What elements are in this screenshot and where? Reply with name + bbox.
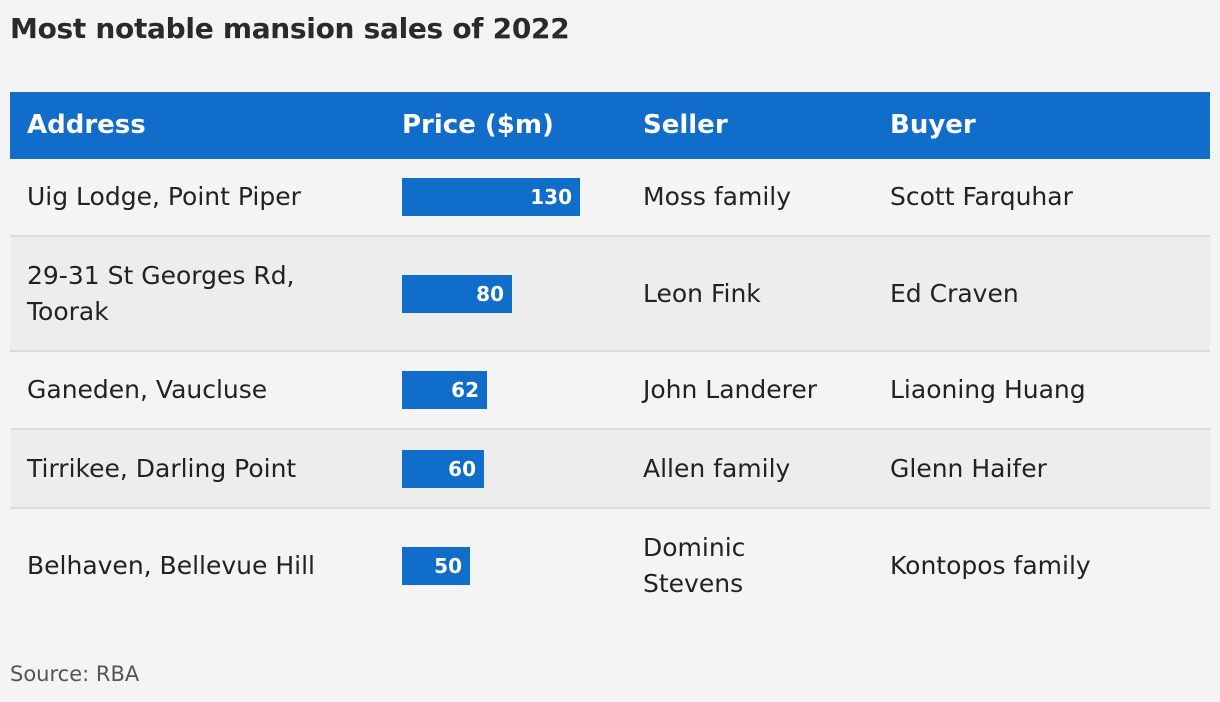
price-value-label: 130 [530, 185, 572, 209]
price-cell: 62 [402, 352, 622, 428]
table-row: Belhaven, Bellevue Hill 50 Dominic Steve… [10, 509, 1210, 623]
seller-cell: John Landerer [643, 375, 818, 404]
address-cell: Uig Lodge, Point Piper [27, 182, 301, 211]
price-value-label: 50 [434, 554, 462, 578]
table-row: Uig Lodge, Point Piper 130 Moss family S… [10, 159, 1210, 237]
price-bar: 50 [402, 547, 470, 585]
chart-title: Most notable mansion sales of 2022 [10, 12, 570, 45]
address-cell: Tirrikee, Darling Point [27, 453, 297, 483]
column-header-price: Price ($m) [402, 110, 554, 140]
table-row: 29-31 St Georges Rd, Toorak 80 Leon Fink… [10, 237, 1210, 352]
price-bar: 62 [402, 371, 487, 409]
table-row: Ganeden, Vaucluse 62 John Landerer Liaon… [10, 352, 1210, 430]
seller-cell: Dominic Stevens [643, 533, 746, 598]
seller-cell: Leon Fink [643, 278, 761, 308]
address-cell: 29-31 St Georges Rd, Toorak [27, 260, 295, 326]
seller-cell: Allen family [643, 453, 791, 483]
price-value-label: 80 [476, 281, 504, 306]
price-bar: 130 [402, 178, 580, 216]
address-cell: Ganeden, Vaucluse [27, 375, 268, 404]
price-cell: 60 [402, 430, 622, 507]
column-header-address: Address [27, 110, 146, 140]
buyer-cell: Glenn Haifer [890, 453, 1047, 483]
column-header-buyer: Buyer [890, 110, 976, 140]
buyer-cell: Ed Craven [890, 278, 1019, 308]
price-bar: 80 [402, 274, 512, 313]
buyer-cell: Scott Farquhar [890, 182, 1073, 211]
address-cell: Belhaven, Bellevue Hill [27, 551, 315, 580]
price-value-label: 62 [451, 378, 479, 402]
sales-table: Address Price ($m) Seller Buyer Uig Lodg… [10, 92, 1210, 623]
price-value-label: 60 [448, 456, 476, 481]
source-note: Source: RBA [10, 662, 140, 686]
table-row: Tirrikee, Darling Point 60 Allen family … [10, 430, 1210, 509]
column-header-seller: Seller [643, 110, 728, 140]
seller-cell: Moss family [643, 182, 792, 211]
buyer-cell: Kontopos family [890, 551, 1091, 580]
price-cell: 50 [402, 509, 622, 623]
table-header: Address Price ($m) Seller Buyer [10, 92, 1210, 159]
price-cell: 130 [402, 159, 622, 235]
price-cell: 80 [402, 237, 622, 350]
price-bar: 60 [402, 449, 484, 488]
buyer-cell: Liaoning Huang [890, 375, 1086, 404]
